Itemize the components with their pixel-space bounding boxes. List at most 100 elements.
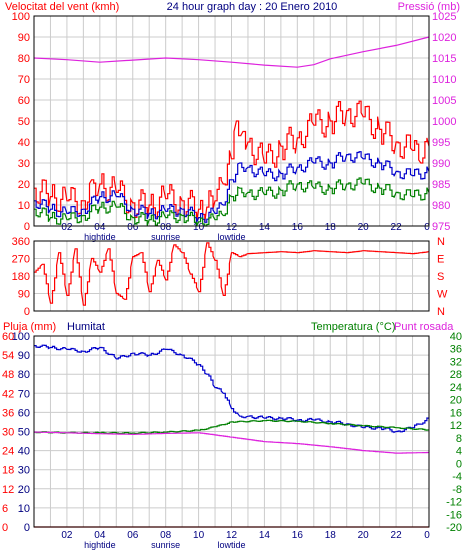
panel1-wind-speed-tick-label: 60 <box>18 95 30 107</box>
panel1-pressure-tick-label: 990 <box>432 158 450 170</box>
panel3-x-tick-label: 0 <box>424 530 430 541</box>
panel3-rain-tick-label: 36 <box>2 407 14 419</box>
panel1-right-ticks: 975 980 985 990 995 1000 1005 1010 1015 1020 1025 <box>432 11 456 233</box>
panel1-x-tick-label: 18 <box>325 222 337 233</box>
panel3-temperature-label: Temperatura (°C) <box>311 321 395 333</box>
panel1-x-tick-label: 10 <box>193 222 205 233</box>
panel3-humidity-tick-label: 50 <box>18 427 30 439</box>
panel2-direction-tick-label: 90 <box>18 289 30 301</box>
panel1-gust-line <box>34 100 430 223</box>
panel3-dewpoint-line <box>34 431 429 454</box>
panel2-horizontal-grid <box>34 258 429 294</box>
panel1-pressure-tick-label: 995 <box>432 137 450 149</box>
panel2-compass-tick-label: N <box>437 306 445 318</box>
panel3-humidity-line <box>34 344 430 434</box>
panel3-temperature-tick-label: 32 <box>450 356 462 368</box>
panel1-horizontal-grid <box>34 36 429 206</box>
panel1-x-tick-label: 20 <box>358 222 370 233</box>
panel1-pressure-tick-label: 1010 <box>432 74 456 86</box>
panel3-event-label: lowtide <box>217 540 245 550</box>
panel1-wind-speed-tick-label: 90 <box>18 32 30 44</box>
panel3-event-label: sunrise <box>151 540 180 550</box>
panel1-wind-speed-tick-label: 0 <box>24 221 30 233</box>
panel3-temperature-tick-label: 16 <box>450 407 462 419</box>
panel3-temperature-tick-label: 24 <box>450 382 462 394</box>
panel3-humidity-label: Humitat <box>67 321 105 333</box>
panel3-rain-tick-label: 48 <box>2 369 14 381</box>
panel1-event-label: sunrise <box>151 232 180 242</box>
panel3-temperature-tick-label: 8 <box>456 433 462 445</box>
panel3-x-tick-label: 02 <box>61 530 73 541</box>
panel3-x-tick-label: 10 <box>193 530 205 541</box>
panel1-event-label: lowtide <box>217 232 245 242</box>
panel1-wind-speed-tick-label: 80 <box>18 53 30 65</box>
panel3-rain-tick-label: 42 <box>2 388 14 400</box>
panel2-compass-tick-label: W <box>437 289 448 301</box>
panel3-humidity-tick-label: 80 <box>18 369 30 381</box>
panel1-x-tick-label: 22 <box>391 222 403 233</box>
panel2-direction-tick-label: 0 <box>24 306 30 318</box>
panel3-humidity-tick-label: 60 <box>18 407 30 419</box>
panel1-x-tick-label: 0 <box>424 222 430 233</box>
panel1-wind-speed-tick-label: 30 <box>18 158 30 170</box>
panel3-x-tick-label: 06 <box>127 530 139 541</box>
panel1-pressure-tick-label: 1020 <box>432 32 456 44</box>
panel3-humidity-tick-label: 20 <box>18 484 30 496</box>
panel1-pressure-tick-label: 975 <box>432 221 450 233</box>
panel3-x-tick-label: 12 <box>226 530 238 541</box>
panel2-frame <box>33 240 430 312</box>
panel3-x-tick-label: 18 <box>325 530 337 541</box>
panel1-wind-speed-tick-label: 50 <box>18 116 30 128</box>
panel3-temperature-line <box>34 419 430 435</box>
panel3-rain-tick-label: 54 <box>2 350 14 362</box>
panel3-frame <box>33 335 430 528</box>
panel1-wind-speed-tick-label: 10 <box>18 200 30 212</box>
panel3-rain-tick-label: 18 <box>2 465 14 477</box>
panel3-temperature-tick-label: 36 <box>450 344 462 356</box>
panel1-event-labels: hightide sunrise lowtide <box>84 232 245 242</box>
panel1-wind-speed-tick-label: 70 <box>18 74 30 86</box>
panel1-frame <box>33 15 430 227</box>
panel1-x-tick-label: 08 <box>160 222 172 233</box>
panel3-rain-tick-label: 60 <box>2 331 14 343</box>
panel3-temperature-tick-label: 0 <box>456 458 462 470</box>
panel3-horizontal-grid <box>34 354 429 509</box>
panel3-temperature-tick-label: 28 <box>450 369 462 381</box>
panel1-average-line <box>34 177 430 227</box>
panel1-pressure-line <box>33 36 430 68</box>
panel3-humidity-tick-label: 30 <box>18 465 30 477</box>
panel3-temperature-tick-label: -8 <box>452 484 462 496</box>
panel3-rain-label: Pluja (mm) <box>3 321 56 333</box>
panel3-temperature-tick-label: 20 <box>450 395 462 407</box>
panel1-pressure-tick-label: 1015 <box>432 53 456 65</box>
panel2-compass-tick-label: E <box>437 254 444 266</box>
panel2-compass-tick-label: S <box>437 271 444 283</box>
chart-title: 24 hour graph day : 20 Enero 2010 <box>167 1 338 13</box>
panel3-x-tick-label: 08 <box>160 530 172 541</box>
panel3-temperature-tick-label: -12 <box>446 497 462 509</box>
panel3-humidity-tick-label: 100 <box>12 331 30 343</box>
panel3-event-label: hightide <box>84 540 116 550</box>
panel3-rain-tick-label: 12 <box>2 484 14 496</box>
panel1-wind-speed-tick-label: 20 <box>18 179 30 191</box>
panel1-x-ticks: 02 04 06 08 10 12 14 16 18 20 22 0 <box>61 222 430 233</box>
panel3-temperature-tick-label: 40 <box>450 331 462 343</box>
panel3-humidity-tick-label: 40 <box>18 446 30 458</box>
panel3-x-tick-label: 22 <box>391 530 403 541</box>
panel1-x-tick-label: 16 <box>292 222 304 233</box>
panel1-pressure-tick-label: 1025 <box>432 11 456 23</box>
panel3-rain-tick-label: 6 <box>2 503 8 515</box>
panel1-pressure-tick-label: 980 <box>432 200 450 212</box>
panel3-humidity-tick-label: 70 <box>18 388 30 400</box>
panel1-x-tick-label: 12 <box>226 222 238 233</box>
panel1-x-tick-label: 14 <box>259 222 271 233</box>
panel1-pressure-tick-label: 1005 <box>432 95 456 107</box>
panel3-x-tick-label: 04 <box>94 530 106 541</box>
panel1-pressure-tick-label: 1000 <box>432 116 456 128</box>
panel1-left-ticks: 0 10 20 30 40 50 60 70 80 90 100 <box>12 11 30 233</box>
panel1-left-label: Velocitat del vent (kmh) <box>5 1 119 13</box>
panel3-x-tick-label: 16 <box>292 530 304 541</box>
